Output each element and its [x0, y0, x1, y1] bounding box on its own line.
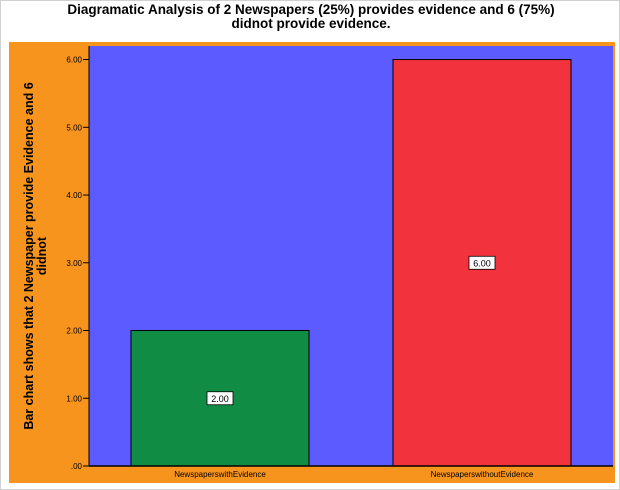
- x-tick-label: NewspaperswithoutEvidence: [431, 470, 534, 479]
- y-axis-title: Bar chart shows that 2 Newspaper provide…: [22, 82, 49, 429]
- x-tick-label: NewspaperswithEvidence: [174, 470, 266, 479]
- y-axis-title-line: didnot: [35, 236, 49, 275]
- y-tick-label: 1.00: [66, 394, 82, 403]
- data-label-box: [468, 255, 496, 270]
- chart-panel: .00 1.00 2.00 3.00 4.00 5.00 6.00 Bar chart sho…: [9, 42, 615, 483]
- y-tick-label: 5.00: [66, 123, 82, 132]
- chart-title-line-2: didnot provide evidence.: [231, 16, 391, 31]
- y-tick-label: 6.00: [66, 56, 82, 65]
- bar-chart: .00 1.00 2.00 3.00 4.00 5.00 6.00 Bar chart sho…: [22, 46, 613, 479]
- y-tick-label: .00: [71, 462, 83, 471]
- y-tick-label: 2.00: [66, 327, 82, 336]
- chart-title-line-1: Diagramatic Analysis of 2 Newspapers (25…: [67, 2, 555, 17]
- data-label: 2.00: [211, 394, 229, 404]
- y-tick-label: 3.00: [66, 259, 82, 268]
- y-tick-label: 4.00: [66, 191, 82, 200]
- chart-title: Diagramatic Analysis of 2 Newspapers (25…: [1, 3, 620, 31]
- data-label: 6.00: [473, 258, 491, 268]
- data-label-box: [206, 391, 234, 406]
- y-axis-title-line: Bar chart shows that 2 Newspaper provide…: [22, 82, 36, 429]
